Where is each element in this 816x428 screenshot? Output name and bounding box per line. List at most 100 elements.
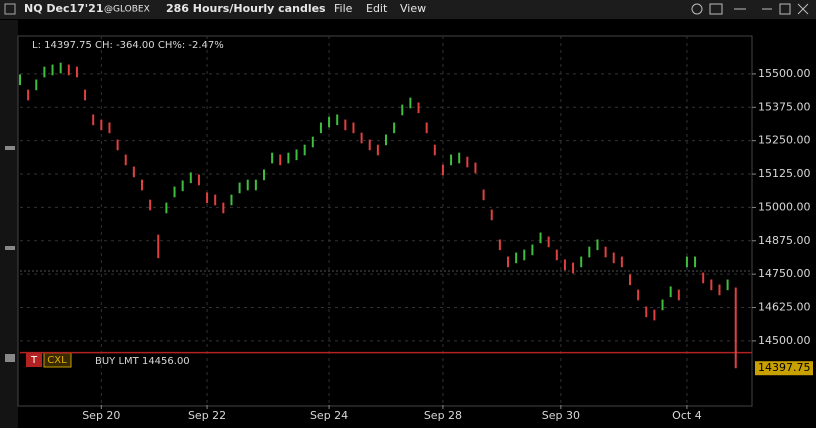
y-tick-label: 15125.00 — [758, 167, 811, 180]
price-bar — [214, 194, 217, 206]
price-bar — [19, 74, 21, 86]
exchange[interactable]: @GLOBEX — [104, 5, 150, 15]
price-bar — [433, 144, 436, 156]
price-bar — [230, 194, 233, 206]
price-bar — [417, 102, 420, 114]
price-bar — [328, 116, 331, 128]
window-controls — [691, 3, 809, 15]
price-bar — [246, 179, 249, 191]
price-bar — [35, 79, 38, 91]
price-bar — [189, 172, 192, 184]
price-bar — [360, 132, 363, 144]
price-bar — [588, 246, 591, 258]
price-bar — [474, 162, 477, 174]
settings-button[interactable] — [691, 3, 703, 15]
price-bar — [222, 202, 225, 214]
price-bar — [669, 286, 672, 298]
price-bar — [620, 256, 623, 268]
price-bar — [303, 144, 306, 156]
last-price-label: 14397.75 — [758, 361, 811, 374]
price-bar — [694, 256, 697, 268]
price-bar — [141, 179, 143, 191]
price-bar — [563, 259, 566, 271]
maximize-button[interactable] — [779, 3, 791, 15]
price-bar — [336, 114, 339, 126]
plot-frame — [17, 35, 753, 407]
y-tick-label: 14750.00 — [758, 267, 811, 280]
link-button[interactable] — [709, 3, 723, 15]
price-bar — [92, 114, 95, 126]
price-bar — [197, 174, 200, 186]
price-bar — [385, 134, 387, 146]
toolbar-button[interactable] — [5, 354, 15, 362]
price-bar — [59, 62, 62, 74]
symbol[interactable]: NQ Dec17'21 — [24, 2, 103, 15]
order-label: BUY LMT 14456.00 — [95, 356, 190, 367]
price-bar — [100, 119, 103, 131]
price-bar — [498, 239, 501, 251]
price-bar — [279, 154, 282, 166]
price-bar — [604, 246, 607, 258]
toolbar-handle[interactable] — [5, 146, 15, 150]
y-tick-label: 15250.00 — [758, 134, 811, 147]
period[interactable]: 286 Hours/Hourly candles — [166, 2, 326, 15]
price-bar — [287, 152, 290, 164]
price-bar — [344, 119, 347, 131]
menu-view[interactable]: View — [400, 2, 426, 15]
x-tick-label: Oct 4 — [672, 409, 702, 422]
window-icon — [4, 3, 16, 15]
price-bar — [539, 232, 542, 244]
price-bar — [702, 272, 705, 284]
price-bar — [661, 299, 664, 311]
x-tick-label: Sep 22 — [188, 409, 226, 422]
price-bar — [401, 104, 404, 116]
price-bar — [515, 252, 518, 264]
price-bar — [271, 152, 274, 164]
price-bar — [124, 154, 127, 166]
close-button[interactable] — [797, 3, 809, 15]
price-bar — [206, 192, 209, 204]
y-tick-label: 15000.00 — [758, 200, 811, 213]
price-bar — [173, 186, 176, 198]
price-bar — [425, 122, 428, 134]
price-bar — [27, 89, 30, 101]
price-bar — [149, 199, 152, 211]
price-bar — [637, 289, 640, 301]
transmit-label[interactable]: T — [30, 355, 38, 366]
x-tick-label: Sep 30 — [542, 409, 580, 422]
price-bar — [547, 236, 550, 248]
price-bar — [718, 284, 721, 296]
price-bar — [572, 262, 575, 274]
price-bar — [238, 182, 241, 194]
price-bar — [376, 144, 379, 156]
price-bar — [466, 156, 469, 168]
price-bar — [726, 279, 729, 291]
menu-file[interactable]: File — [334, 2, 353, 15]
price-bar — [311, 136, 314, 148]
toolbar-handle[interactable] — [5, 246, 15, 250]
price-bar — [734, 287, 737, 369]
left-toolbar — [0, 20, 18, 428]
price-bar — [319, 122, 322, 134]
price-bar — [523, 249, 526, 261]
cancel-label[interactable]: CXL — [47, 355, 67, 366]
price-bar — [555, 249, 558, 261]
x-tick-label: Sep 20 — [82, 409, 120, 422]
price-bar — [645, 306, 648, 318]
price-bar — [84, 89, 87, 101]
price-bar — [531, 244, 534, 256]
x-tick-label: Sep 24 — [310, 409, 348, 422]
price-bar — [51, 64, 54, 76]
price-bar — [450, 154, 453, 166]
price-bar — [75, 66, 78, 78]
menu-edit[interactable]: Edit — [366, 2, 388, 15]
price-bar — [108, 122, 111, 134]
price-bar — [507, 256, 509, 268]
title-bar — [0, 0, 816, 19]
transmit-button[interactable] — [26, 353, 42, 367]
y-tick-label: 14875.00 — [758, 234, 811, 247]
price-bar — [368, 139, 371, 151]
price-bar — [181, 180, 184, 192]
